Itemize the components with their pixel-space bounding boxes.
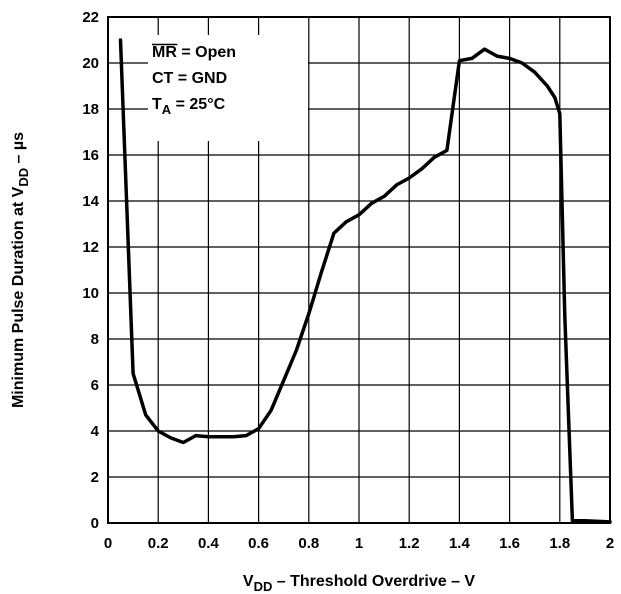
x-tick-label: 1.6 — [499, 535, 520, 552]
y-tick-label: 8 — [91, 331, 99, 348]
x-tick-label: 0.4 — [198, 535, 220, 552]
annotation-mr: MR = Open — [152, 44, 236, 61]
x-tick-label: 1.8 — [549, 535, 570, 552]
x-tick-label: 2 — [606, 535, 614, 552]
x-tick-label: 0.2 — [148, 535, 169, 552]
x-tick-label: 0 — [104, 535, 112, 552]
y-tick-label: 2 — [91, 469, 99, 486]
plot-frame — [107, 16, 611, 524]
grid — [107, 16, 611, 524]
series-line-0 — [118, 38, 612, 524]
x-tick-label: 1 — [355, 535, 363, 552]
x-axis-label: VDD – Threshold Overdrive – V — [243, 573, 476, 594]
annotation-box: MR = Open CT = GND TA = 25°C — [148, 35, 308, 141]
annotation-ta: TA = 25°C — [152, 96, 226, 117]
annotation-background — [148, 35, 308, 141]
y-tick-label: 14 — [82, 193, 99, 210]
y-tick-label: 16 — [82, 147, 99, 164]
y-tick-label: 20 — [82, 55, 99, 72]
y-tick-label: 22 — [82, 9, 99, 26]
y-tick-label: 18 — [82, 101, 99, 118]
x-axis-title: VDD – Threshold Overdrive – V — [243, 573, 476, 594]
y-tick-label: 10 — [82, 285, 99, 302]
x-tick-label: 1.2 — [399, 535, 420, 552]
series-group — [118, 38, 612, 524]
x-tick-label: 0.8 — [298, 535, 319, 552]
x-tick-labels: 0 0.2 0.4 0.6 0.8 1 1.2 1.4 1.6 1.8 2 — [104, 535, 614, 552]
annotation-ct: CT = GND — [152, 70, 227, 87]
y-tick-labels: 0 2 4 6 8 10 12 14 16 18 20 22 — [82, 9, 99, 532]
y-tick-label: 0 — [91, 515, 99, 532]
y-tick-label: 4 — [91, 423, 100, 440]
x-tick-label: 1.4 — [449, 535, 471, 552]
y-axis-title: Minimum Pulse Duration at VDD – µs — [10, 132, 31, 408]
y-tick-label: 6 — [91, 377, 99, 394]
y-axis-label: Minimum Pulse Duration at VDD – µs — [10, 132, 31, 408]
y-tick-label: 12 — [82, 239, 99, 256]
x-tick-label: 0.6 — [248, 535, 269, 552]
